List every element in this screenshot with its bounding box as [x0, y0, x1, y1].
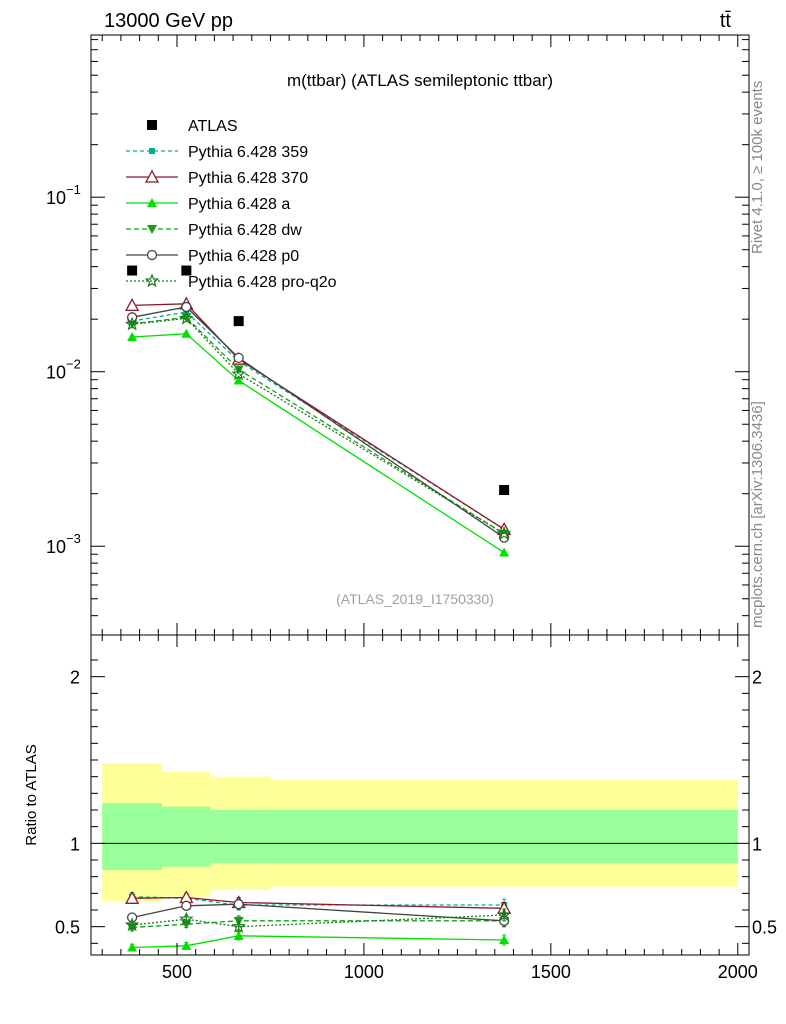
legend-entry: Pythia 6.428 370 — [126, 169, 308, 187]
data-marker — [231, 919, 246, 933]
data-marker — [144, 169, 160, 183]
legend-entry: Pythia 6.428 359 — [126, 144, 308, 161]
data-marker — [233, 930, 244, 940]
legend-label: ATLAS — [188, 118, 238, 135]
series-line — [132, 333, 505, 554]
data-marker — [179, 310, 194, 325]
data-marker — [125, 298, 140, 312]
data-marker — [231, 366, 246, 381]
ratio-ylabel: Ratio to ATLAS — [23, 744, 40, 845]
legend-entry: Pythia 6.428 pro-q2o — [126, 273, 337, 291]
data-marker — [124, 316, 140, 331]
legend-label: Pythia 6.428 p0 — [188, 248, 299, 265]
data-marker — [233, 375, 244, 385]
data-marker — [127, 332, 138, 342]
data-marker — [233, 899, 244, 910]
data-marker — [499, 547, 510, 557]
x-tick-label: 500 — [162, 962, 192, 982]
x-tick-label: 1000 — [344, 962, 384, 982]
ratio-series-line — [131, 903, 505, 922]
series-line — [132, 316, 505, 535]
x-tick-label: 2000 — [718, 962, 758, 982]
y-tick-exponent: −1 — [66, 182, 81, 197]
data-marker — [147, 198, 157, 207]
data-marker — [499, 485, 510, 496]
data-marker — [179, 911, 194, 926]
legend-entry: ATLAS — [147, 118, 238, 135]
data-marker — [233, 365, 244, 375]
uncertainty-band-inner — [210, 810, 271, 864]
series-line — [132, 317, 505, 535]
data-marker — [181, 328, 192, 338]
plot-title: m(ttbar) (ATLAS semileptonic ttbar) — [287, 71, 553, 90]
source-label: mcplots.cern.ch [arXiv:1306.3436] — [749, 401, 766, 628]
analysis-id-label: (ATLAS_2019_I1750330) — [336, 591, 494, 607]
data-marker — [127, 265, 138, 276]
ratio-y-tick-label-left: 0.5 — [55, 918, 80, 938]
legend-entry: Pythia 6.428 p0 — [126, 248, 299, 265]
data-marker — [496, 526, 512, 540]
rivet-label: Rivet 4.1.0, ≥ 100k events — [749, 81, 766, 254]
series-line — [131, 311, 505, 530]
series-line — [131, 306, 505, 539]
data-marker — [144, 273, 160, 288]
data-marker — [127, 942, 138, 952]
uncertainty-band-inner — [270, 810, 738, 864]
data-marker — [147, 120, 157, 130]
data-marker — [233, 316, 244, 327]
data-marker — [499, 935, 510, 944]
legend-label: Pythia 6.428 dw — [188, 222, 302, 239]
process-label: tt̄ — [720, 10, 732, 32]
ratio-y-tick-label-left: 2 — [70, 668, 80, 688]
y-tick-label: 10 — [46, 363, 66, 383]
uncertainty-band-inner — [162, 806, 211, 867]
y-tick-exponent: −3 — [66, 531, 81, 546]
data-marker — [496, 907, 512, 922]
legend-label: Pythia 6.428 pro-q2o — [188, 274, 337, 291]
ratio-y-tick-label-right: 2 — [752, 668, 762, 688]
data-marker — [181, 301, 192, 313]
series-line — [132, 303, 505, 530]
ratio-y-tick-label-left: 1 — [70, 834, 80, 854]
data-marker — [147, 225, 157, 234]
legend-entry: Pythia 6.428 dw — [126, 222, 302, 239]
legend-label: Pythia 6.428 370 — [188, 170, 308, 187]
data-marker — [149, 148, 155, 154]
ratio-series-line — [132, 935, 505, 949]
data-marker — [233, 352, 244, 364]
y-tick-label: 10 — [46, 188, 66, 208]
data-marker — [124, 917, 140, 932]
data-marker — [181, 265, 192, 276]
uncertainty-band-inner — [102, 803, 163, 870]
legend-label: Pythia 6.428 a — [188, 196, 290, 213]
data-marker — [181, 900, 192, 911]
y-tick-label: 10 — [46, 537, 66, 557]
data-marker — [125, 890, 140, 904]
x-tick-label: 1500 — [531, 962, 571, 982]
ratio-series-line — [132, 914, 505, 928]
data-marker — [181, 313, 192, 323]
legend-label: Pythia 6.428 359 — [188, 144, 308, 161]
ratio-y-tick-label-right: 0.5 — [752, 918, 777, 938]
energy-label: 13000 GeV pp — [104, 10, 233, 32]
data-marker — [181, 940, 192, 950]
data-marker — [146, 249, 158, 261]
legend-entry: Pythia 6.428 a — [126, 196, 290, 213]
y-tick-exponent: −2 — [66, 357, 81, 372]
ratio-series-line — [132, 896, 505, 909]
ratio-y-tick-label-right: 1 — [752, 834, 762, 854]
